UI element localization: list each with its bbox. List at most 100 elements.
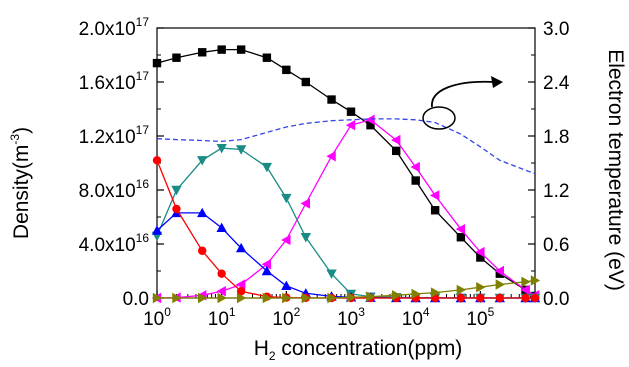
- data-point: [476, 253, 485, 262]
- data-point: [261, 162, 273, 173]
- data-point: [152, 156, 162, 165]
- data-point: [300, 198, 311, 209]
- series-group: [151, 45, 541, 304]
- y-right-tick-label: 2.4: [543, 73, 570, 94]
- data-point: [391, 134, 401, 146]
- data-point: [216, 222, 227, 232]
- data-point: [172, 204, 181, 214]
- data-point: [365, 114, 375, 125]
- y-right-tick-label: 0.0: [543, 289, 569, 310]
- data-point: [235, 279, 246, 290]
- annotation-arrow-curve: [431, 80, 496, 108]
- x-tick-label: 101: [208, 305, 236, 330]
- data-point: [197, 207, 208, 218]
- data-point: [530, 275, 541, 286]
- data-point: [198, 246, 207, 255]
- data-point: [281, 280, 292, 291]
- data-point: [346, 292, 357, 303]
- series-0: [152, 45, 540, 301]
- data-point: [261, 259, 272, 270]
- x-axis-title: H2 concentration(ppm): [254, 337, 463, 363]
- data-point: [475, 246, 485, 258]
- data-point: [429, 190, 440, 201]
- data-point: [236, 292, 247, 304]
- series-5: [152, 275, 541, 304]
- data-point: [216, 143, 227, 154]
- data-point: [281, 193, 292, 204]
- data-point: [520, 284, 530, 296]
- data-point: [236, 45, 246, 54]
- series-line: [156, 160, 535, 299]
- data-point: [530, 293, 540, 303]
- data-point: [300, 233, 312, 243]
- data-point: [430, 287, 441, 298]
- data-point: [301, 77, 311, 87]
- data-point: [456, 233, 466, 242]
- y-right-tick-label: 3.0: [543, 19, 569, 40]
- data-point: [411, 176, 420, 185]
- data-point: [217, 45, 226, 54]
- data-point: [172, 53, 181, 62]
- data-point: [366, 291, 376, 302]
- data-point: [456, 293, 466, 303]
- data-point: [345, 120, 356, 131]
- data-point: [521, 276, 531, 287]
- data-point: [456, 284, 467, 296]
- data-point: [217, 269, 226, 278]
- x-tick-label: 100: [143, 305, 171, 330]
- y-left-tick-label: 4.0x1016: [79, 231, 150, 256]
- data-point: [494, 265, 505, 277]
- data-point: [430, 206, 440, 215]
- y-left-tick-label: 8.0x1016: [79, 177, 150, 202]
- series-line: [156, 118, 536, 175]
- annotation-arrowhead: [491, 76, 503, 88]
- data-point: [326, 151, 336, 162]
- data-point: [327, 292, 337, 304]
- y-right-tick-label: 0.6: [543, 235, 569, 256]
- x-tick-label: 104: [402, 305, 430, 330]
- series-line: [156, 147, 535, 299]
- data-point: [198, 292, 208, 304]
- data-point: [197, 156, 208, 166]
- series-1: [151, 114, 540, 304]
- y-right-tick-label: 1.2: [543, 181, 569, 202]
- y-left-tick-label: 1.6x1017: [79, 69, 150, 94]
- data-point: [410, 161, 420, 173]
- data-point: [261, 265, 273, 276]
- data-point: [152, 58, 162, 68]
- data-point: [282, 292, 292, 304]
- x-tick-label: 103: [337, 305, 365, 330]
- y-left-tick-label: 0.0: [123, 289, 149, 310]
- series-2: [151, 143, 541, 304]
- data-point: [236, 287, 246, 296]
- data-point: [217, 292, 227, 304]
- series-line: [156, 119, 536, 299]
- data-point: [392, 146, 401, 156]
- data-point: [216, 286, 226, 297]
- data-point: [476, 282, 486, 293]
- data-point: [392, 290, 402, 301]
- x-tick-label: 105: [466, 305, 494, 330]
- y-left-tick-label: 2.0x1017: [79, 15, 150, 40]
- data-point: [282, 65, 291, 75]
- y-axis-title-right: Electron temperature (eV): [604, 49, 627, 291]
- data-point: [235, 145, 247, 155]
- axis-ticks: 100 101 102 103 104 105 0.0 4.0x1016 8.0x1016 1.2…: [79, 15, 570, 330]
- data-point: [198, 48, 207, 57]
- annotation-ellipse: [422, 106, 456, 130]
- annotation: [422, 76, 503, 130]
- data-point: [521, 293, 530, 303]
- y-left-tick-label: 1.2x1017: [79, 123, 150, 148]
- x-tick-label: 102: [272, 305, 300, 330]
- data-point: [455, 223, 466, 235]
- series-4: [152, 156, 540, 303]
- data-point: [366, 121, 375, 130]
- data-point: [235, 242, 247, 253]
- data-point: [281, 234, 291, 246]
- data-point: [262, 53, 272, 62]
- data-point: [151, 225, 163, 235]
- data-point: [495, 293, 505, 303]
- data-point: [152, 292, 163, 304]
- y-axis-title-left: Density(m-3): [8, 127, 33, 239]
